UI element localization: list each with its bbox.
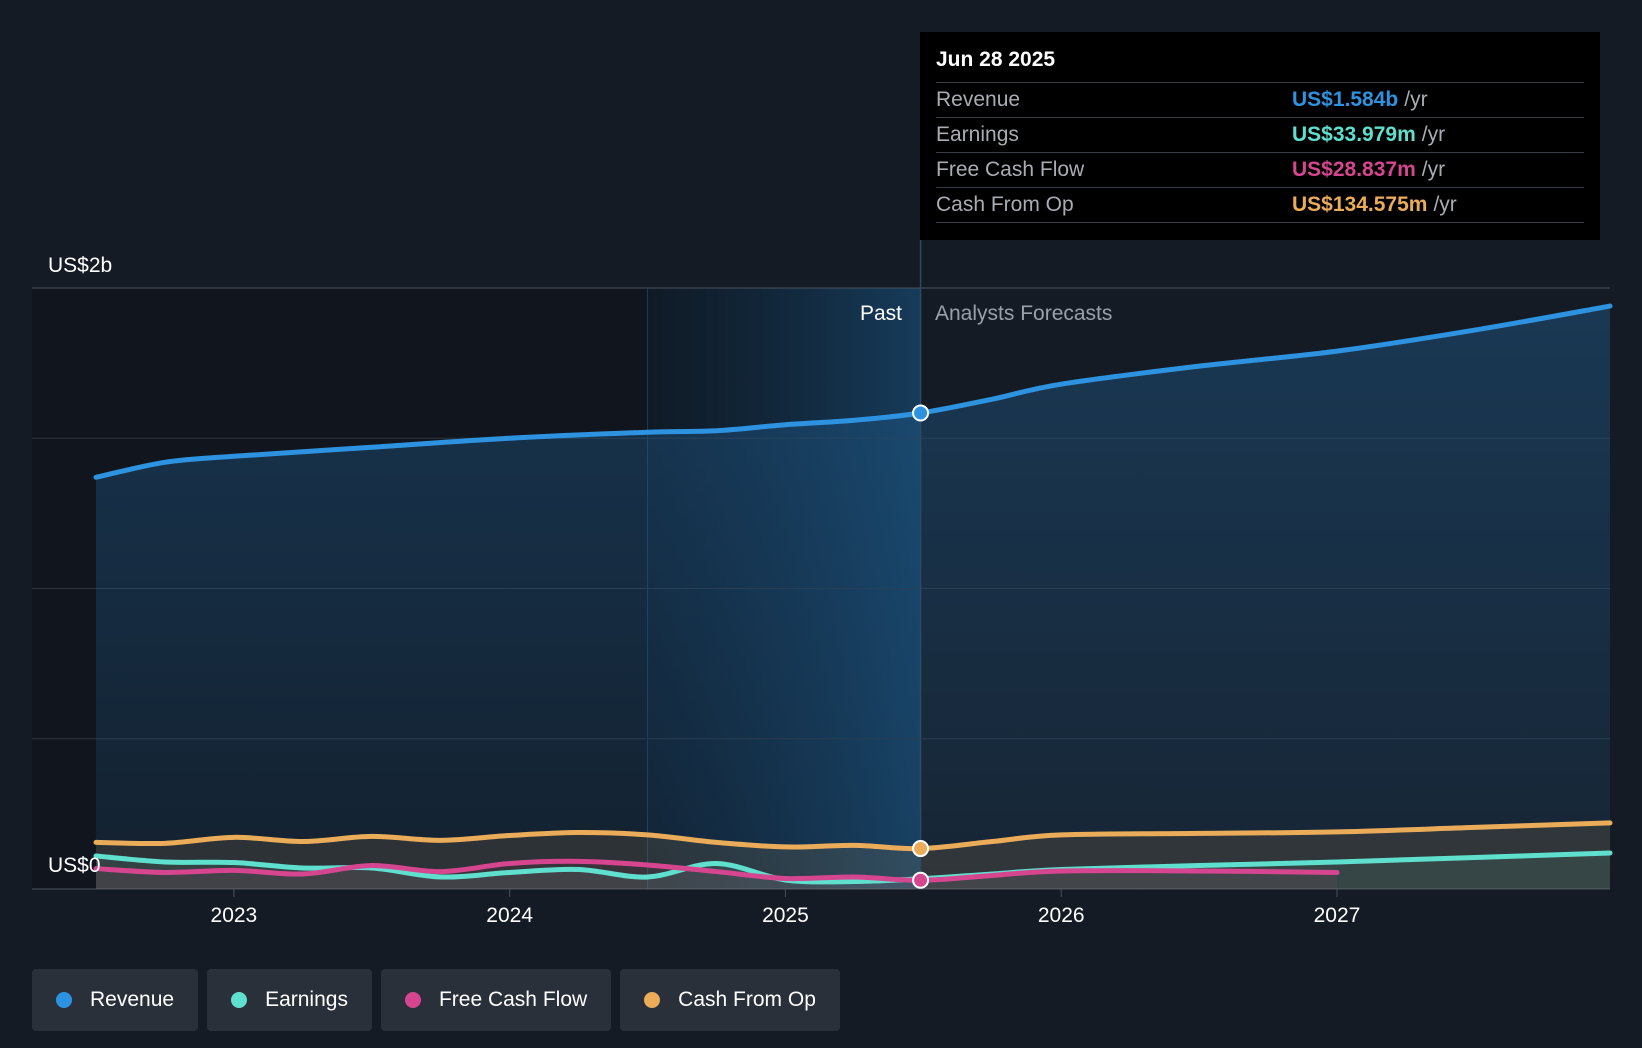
- tooltip-value: US$28.837m: [1292, 158, 1416, 181]
- legend: Revenue Earnings Free Cash Flow Cash Fro…: [32, 969, 840, 1031]
- x-tick-label: 2027: [1314, 904, 1361, 927]
- forecast-label: Analysts Forecasts: [935, 302, 1112, 325]
- x-tick-label: 2024: [486, 904, 533, 927]
- area-earnings: [96, 852, 1610, 889]
- tooltip-value: US$1.584b: [1292, 88, 1399, 111]
- x-tick-label: 2023: [211, 904, 258, 927]
- x-tick-label: 2025: [762, 904, 809, 927]
- legend-item-revenue[interactable]: Revenue: [32, 969, 199, 1031]
- marker-cash-from-op: [912, 840, 930, 858]
- tooltip-date: Jun 28 2025: [936, 48, 1056, 71]
- y-axis-top-label: US$2b: [48, 254, 112, 277]
- legend-dot-icon: [644, 992, 661, 1008]
- tooltip-label: Revenue: [936, 88, 1021, 111]
- legend-label: Earnings: [265, 988, 348, 1011]
- area-revenue: [96, 306, 1610, 889]
- tooltip-unit: /yr: [1421, 123, 1446, 146]
- tooltip-row-free-cash-flow: Free Cash Flow US$28.837m /yr: [936, 152, 1584, 187]
- legend-item-cash-from-op[interactable]: Cash From Op: [620, 969, 840, 1031]
- legend-label: Cash From Op: [678, 988, 816, 1011]
- tooltip-unit: /yr: [1421, 158, 1446, 181]
- tooltip-label: Earnings: [936, 123, 1019, 146]
- legend-label: Free Cash Flow: [438, 988, 588, 1011]
- series-areas: [96, 306, 1610, 889]
- past-label: Past: [860, 302, 902, 325]
- x-axis-ticks: 2023 2024 2025 2026 2027: [211, 889, 1361, 927]
- series-lines: [93, 303, 1613, 885]
- legend-dot-icon: [56, 992, 72, 1008]
- line-revenue: [93, 303, 1613, 480]
- tooltip-unit: /yr: [1433, 193, 1457, 216]
- line-free-cash-flow: [93, 858, 1340, 883]
- tooltip-row-earnings: Earnings US$33.979m /yr: [936, 117, 1584, 152]
- area-free-cash-flow: [96, 861, 1337, 889]
- line-cash-from-op: [93, 820, 1613, 852]
- marker-free-cash-flow: [912, 871, 930, 889]
- legend-item-earnings[interactable]: Earnings: [207, 969, 372, 1031]
- y-axis-bottom-label: US$0: [48, 854, 101, 877]
- legend-dot-icon: [231, 992, 248, 1008]
- legend-label: Revenue: [90, 988, 175, 1011]
- tooltip-row-revenue: Revenue US$1.584b /yr: [936, 82, 1584, 117]
- x-tick-label: 2026: [1038, 904, 1085, 927]
- tooltip-label: Cash From Op: [936, 193, 1074, 216]
- tooltip-unit: /yr: [1404, 88, 1428, 111]
- line-earnings: [93, 850, 1613, 885]
- tooltip-value: US$134.575m: [1292, 193, 1428, 216]
- legend-dot-icon: [404, 992, 421, 1008]
- tooltip-row-cash-from-op: Cash From Op US$134.575m /yr: [936, 187, 1584, 223]
- legend-item-free-cash-flow[interactable]: Free Cash Flow: [380, 969, 612, 1031]
- tooltip-label: Free Cash Flow: [936, 158, 1085, 181]
- tooltip: Jun 28 2025 Revenue US$1.584b /yr Earnin…: [920, 32, 1600, 240]
- hover-markers: [912, 404, 930, 889]
- marker-revenue: [912, 404, 930, 422]
- tooltip-value: US$33.979m: [1292, 123, 1416, 146]
